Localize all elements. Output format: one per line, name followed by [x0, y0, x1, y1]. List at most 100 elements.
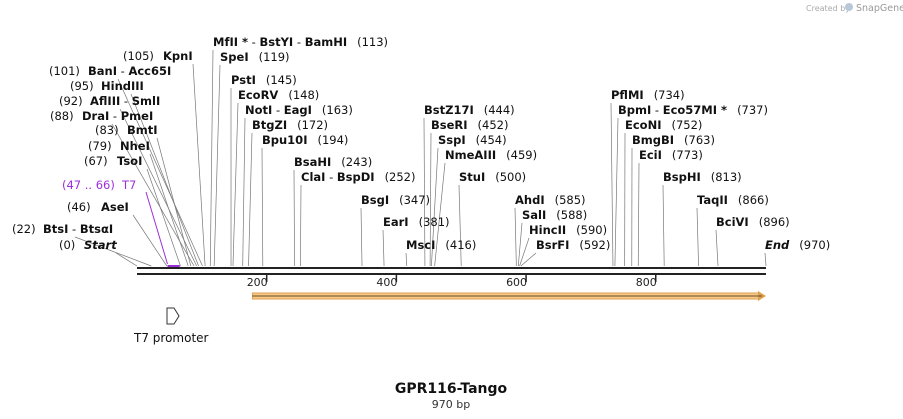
site-leader-11 — [209, 49, 214, 267]
site-name: BmtI — [127, 123, 158, 137]
site-label-0[interactable]: (0) Start — [59, 238, 117, 252]
site-label-36[interactable]: EciI (773) — [639, 148, 703, 162]
site-name-part: BsgI — [361, 193, 389, 207]
site-name-part: EcoRV — [238, 88, 278, 102]
site-name-part: - — [651, 103, 662, 117]
site-label-11[interactable]: MfII * - BstYI - BamHI (113) — [213, 35, 388, 49]
site-position: (46) — [67, 200, 91, 214]
site-leader-40 — [764, 252, 767, 267]
site-position: (381) — [419, 215, 450, 229]
site-leader-38 — [696, 207, 699, 267]
credit-prefix: Created by — [806, 4, 850, 13]
t7-range: (47 .. 66) — [62, 178, 115, 192]
restriction-site-labels: (0) Start (22) BtsI - BtsαI (46) AseI (67) TsoI… — [12, 35, 830, 252]
site-leader-33 — [614, 117, 619, 267]
site-name-part: BmtI — [127, 123, 158, 137]
site-position: (172) — [297, 118, 328, 132]
leader-lines — [74, 49, 767, 267]
site-label-8[interactable]: (95) HindIII — [70, 79, 144, 93]
site-name-part: PmeI — [121, 109, 154, 123]
site-name-part: BsrFI — [536, 238, 569, 252]
site-label-28[interactable]: AhdI (585) — [515, 193, 586, 207]
site-label-29[interactable]: SalI (588) — [522, 208, 587, 222]
site-label-31[interactable]: BsrFI (592) — [536, 238, 610, 252]
site-name: BpmI - Eco57MI * — [618, 103, 727, 117]
site-name: AflIII - SmlI — [90, 94, 160, 108]
site-name-part: Bpu10I — [262, 133, 307, 147]
site-name-part: BanI — [88, 64, 117, 78]
site-label-12[interactable]: SpeI (119) — [220, 50, 290, 64]
site-label-23[interactable]: BstZ17I (444) — [424, 103, 515, 117]
site-position: (444) — [484, 103, 515, 117]
site-leader-2 — [132, 214, 168, 267]
site-label-14[interactable]: EcoRV (148) — [238, 88, 319, 102]
site-position: (734) — [654, 88, 685, 102]
site-position: (243) — [341, 155, 372, 169]
site-label-10[interactable]: (105) KpnI — [123, 49, 193, 63]
site-label-1[interactable]: (22) BtsI - BtsαI — [12, 222, 113, 236]
site-label-19[interactable]: ClaI - BspDI (252) — [301, 170, 416, 184]
site-name-part: AflIII — [90, 94, 120, 108]
site-position: (252) — [385, 170, 416, 184]
site-name-part: Eco57MI * — [663, 103, 727, 117]
site-name: NmeAIII — [445, 148, 496, 162]
site-position: (970) — [799, 238, 830, 252]
t7-feature-label[interactable]: (47 .. 66) T7 — [62, 178, 136, 192]
site-name-part: - — [120, 94, 131, 108]
site-label-15[interactable]: NotI - EagI (163) — [245, 103, 353, 117]
site-name: MscI — [406, 238, 435, 252]
site-label-38[interactable]: TaqII (866) — [697, 193, 769, 207]
site-label-25[interactable]: SspI (454) — [438, 133, 507, 147]
site-label-7[interactable]: (92) AflIII - SmlI — [59, 94, 160, 108]
site-label-40[interactable]: End (970) — [765, 238, 830, 252]
site-label-5[interactable]: (83) BmtI — [95, 123, 158, 137]
site-leader-39 — [715, 229, 719, 267]
site-label-9[interactable]: (101) BanI - Acc65I — [49, 64, 171, 78]
site-position: (92) — [59, 94, 83, 108]
site-label-37[interactable]: BspHI (813) — [663, 170, 742, 184]
site-label-18[interactable]: BsaHI (243) — [294, 155, 372, 169]
site-name-part: NheI — [120, 139, 150, 153]
site-name-part: BtsI — [43, 222, 68, 236]
site-position: (590) — [576, 223, 607, 237]
site-label-34[interactable]: EcoNI (752) — [625, 118, 702, 132]
site-label-33[interactable]: BpmI - Eco57MI * (737) — [618, 103, 768, 117]
site-label-30[interactable]: HincII (590) — [529, 223, 607, 237]
site-label-17[interactable]: Bpu10I (194) — [262, 133, 348, 147]
site-leader-22 — [405, 252, 408, 267]
site-label-21[interactable]: EarI (381) — [383, 215, 450, 229]
site-leader-14 — [232, 102, 239, 267]
site-label-35[interactable]: BmgBI (763) — [632, 133, 715, 147]
site-label-26[interactable]: NmeAIII (459) — [445, 148, 537, 162]
site-label-3[interactable]: (67) TsoI — [84, 154, 142, 168]
site-name-part: BsaHI — [294, 155, 331, 169]
site-label-16[interactable]: BtgZI (172) — [252, 118, 328, 132]
site-name: BsaHI — [294, 155, 331, 169]
site-label-13[interactable]: PstI (145) — [231, 73, 297, 87]
site-label-4[interactable]: (79) NheI — [88, 139, 150, 153]
site-label-6[interactable]: (88) DraI - PmeI — [50, 109, 153, 123]
site-label-32[interactable]: PflMI (734) — [611, 88, 685, 102]
site-name: PstI — [231, 73, 256, 87]
site-name-part: TaqII — [697, 193, 728, 207]
site-name-part: BspHI — [663, 170, 701, 184]
site-position: (113) — [357, 35, 388, 49]
site-label-2[interactable]: (46) AseI — [67, 200, 129, 214]
site-label-27[interactable]: StuI (500) — [459, 170, 526, 184]
snapgene-credit[interactable]: Created by SnapGene — [806, 3, 903, 14]
site-label-22[interactable]: MscI (416) — [406, 238, 476, 252]
site-label-24[interactable]: BseRI (452) — [431, 118, 508, 132]
site-position: (88) — [50, 109, 74, 123]
site-name-part: SpeI — [220, 50, 249, 64]
site-position: (452) — [478, 118, 509, 132]
site-leader-21 — [382, 229, 385, 267]
site-label-39[interactable]: BciVI (896) — [716, 215, 790, 229]
site-name-part: BpmI — [618, 103, 651, 117]
site-leader-10 — [192, 63, 206, 267]
orf-arrow[interactable] — [251, 291, 766, 301]
site-name-part: NmeAIII — [445, 148, 496, 162]
t7-promoter-feature[interactable]: T7 promoter — [133, 307, 209, 345]
site-label-20[interactable]: BsgI (347) — [361, 193, 430, 207]
site-position: (163) — [322, 103, 353, 117]
site-name-part: BseRI — [431, 118, 468, 132]
